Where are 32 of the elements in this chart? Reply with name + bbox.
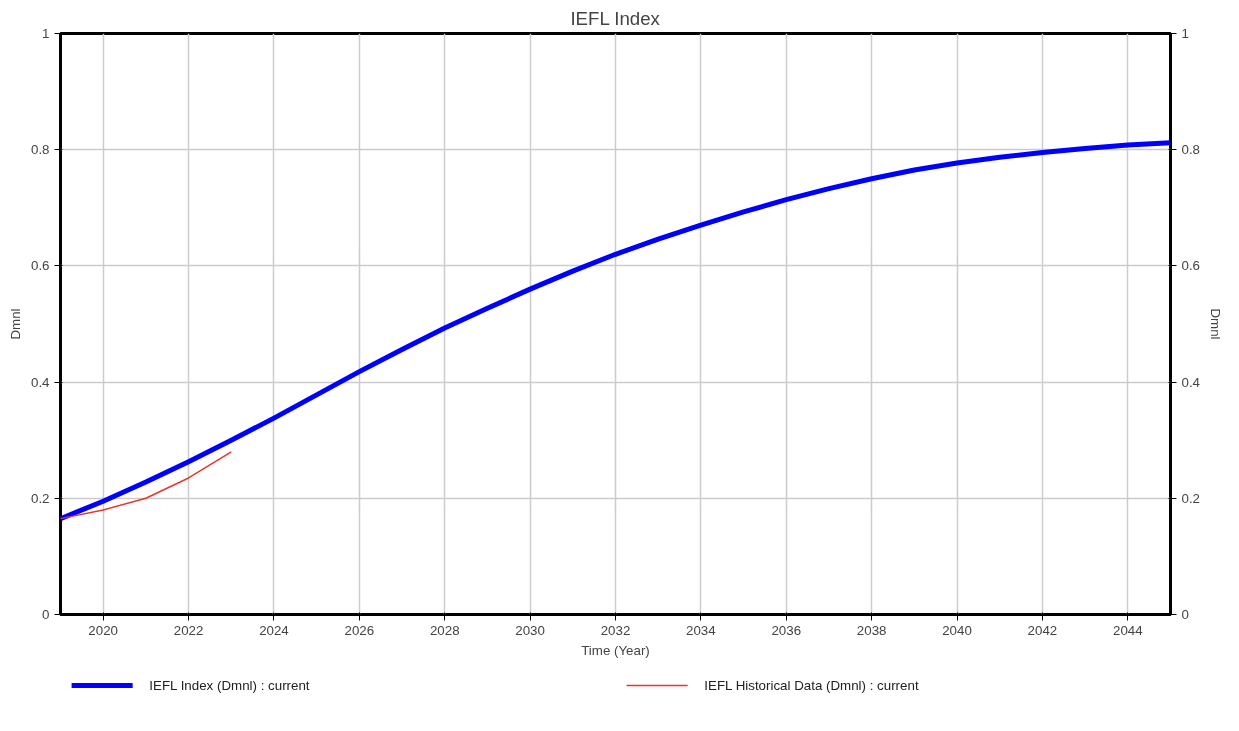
x-tick-label: 2042 [1027,622,1058,638]
y2-tick-label: 0.8 [1181,142,1201,158]
y-tick-label: 0.8 [30,142,50,158]
x-tick-label: 2020 [88,622,119,638]
x-tick-label: 2036 [771,622,802,638]
x-tick-label: 2032 [600,622,631,638]
x-tick-label: 2024 [259,622,290,638]
x-tick-label: 2028 [429,622,460,638]
y2-tick-label: 0 [1181,607,1189,622]
x-tick-label: 2026 [344,622,375,638]
y2-tick-label: 0.6 [1181,258,1201,274]
y-tick-label: 1 [42,26,50,41]
y2-tick-label: 0.4 [1181,374,1201,390]
y-tick-label: 0.2 [30,490,50,506]
x-tick-label: 2030 [515,622,545,638]
y-tick-label: 0 [42,607,50,622]
y2-axis-title: Dmnl [1208,308,1224,340]
y2-tick-label: 0.2 [1181,490,1201,506]
x-tick-label: 2044 [1112,622,1144,638]
y-tick-label: 0.4 [30,374,51,390]
y-axis-title: Dmnl [7,308,23,340]
x-tick-label: 2034 [686,622,717,638]
legend-label: IEFL Index (Dmnl) : current [149,678,310,693]
x-tick-label: 2022 [173,622,204,638]
x-tick-label: 2038 [856,622,887,638]
line-series [60,451,233,520]
y2-tick-label: 1 [1181,26,1189,41]
y-tick-label: 0.6 [30,258,50,274]
x-tick-label: 2040 [942,622,972,638]
legend-label: IEFL Historical Data (Dmnl) : current [704,678,919,693]
chart-title: IEFL Index [570,7,661,29]
x-axis-title: Time (Year) [581,642,650,658]
